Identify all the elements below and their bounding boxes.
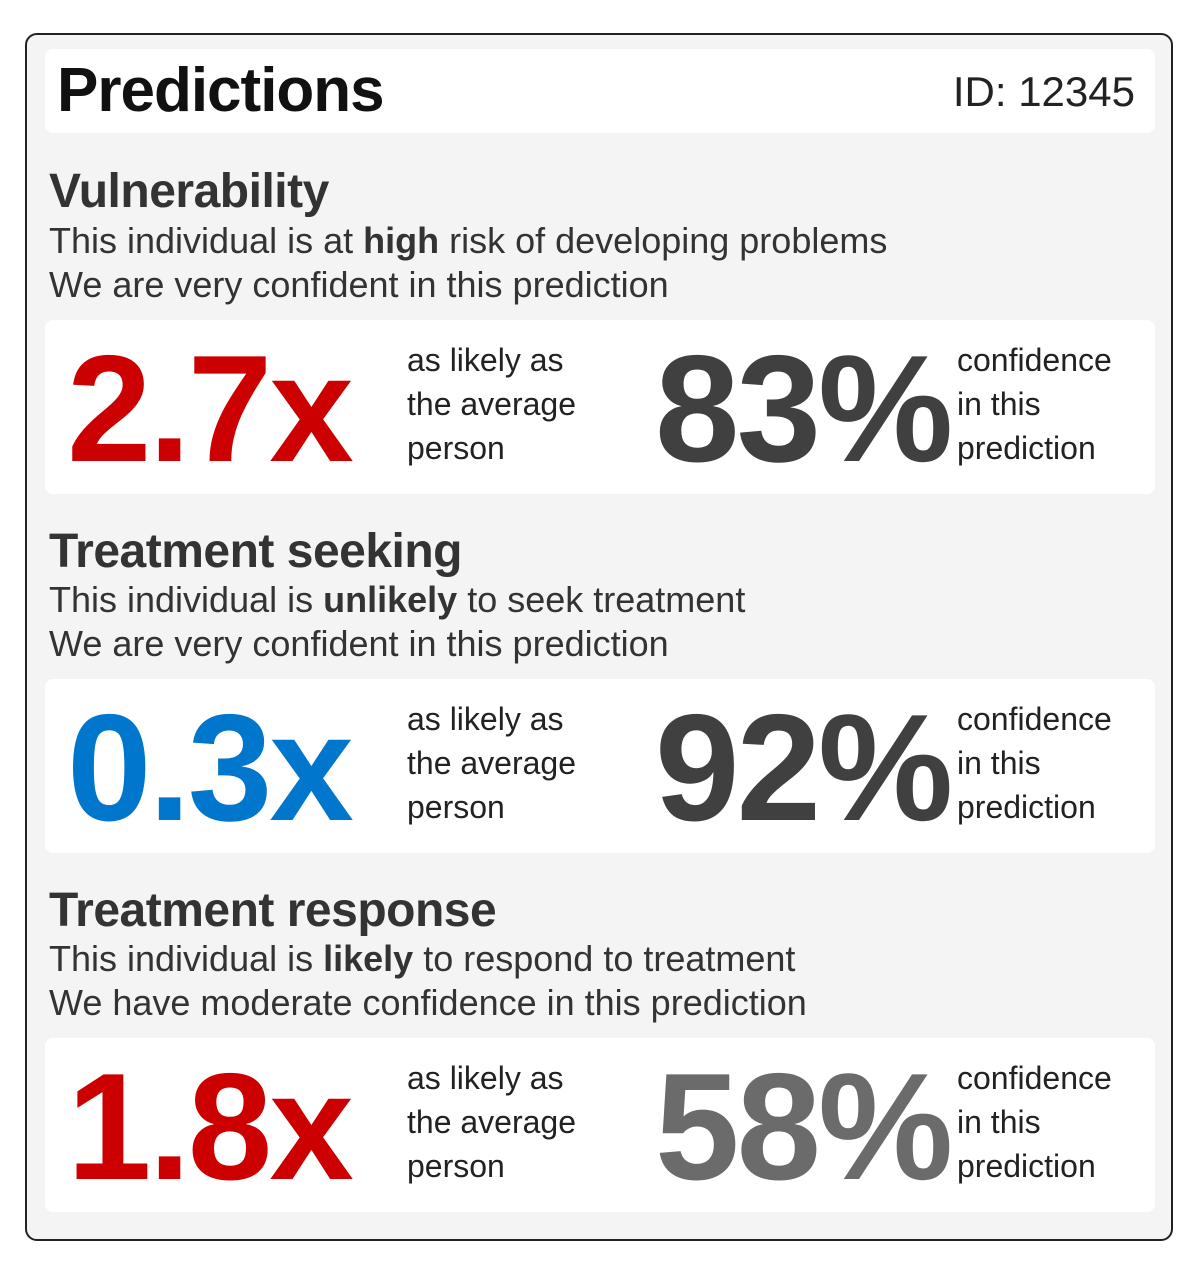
header: Predictions ID: 12345	[45, 49, 1155, 133]
caption-line: confidence	[957, 701, 1112, 737]
caption-line: as likely as	[407, 342, 564, 378]
description-emphasis: high	[363, 220, 440, 261]
description-text: This individual is	[49, 938, 324, 979]
confidence-caption: confidence in this prediction	[957, 338, 1147, 470]
description-emphasis: unlikely	[323, 579, 458, 620]
caption-line: as likely as	[407, 1060, 564, 1096]
predictions-card: Predictions ID: 12345 Vulnerability This…	[25, 33, 1173, 1241]
caption-line: person	[407, 789, 505, 825]
description-text: to respond to treatment	[413, 938, 796, 979]
likelihood-ratio: 0.3x	[67, 683, 354, 853]
metric-box-vulnerability: 2.7x as likely as the average person 83%…	[45, 320, 1155, 494]
confidence-statement-vulnerability: We are very confident in this prediction	[49, 264, 669, 305]
caption-line: the average	[407, 386, 577, 422]
caption-line: prediction	[957, 430, 1096, 466]
ratio-caption: as likely as the average person	[407, 1056, 627, 1188]
id-label: ID: 12345	[952, 68, 1135, 115]
caption-line: the average	[407, 1104, 577, 1140]
description-text: to seek treatment	[457, 579, 746, 620]
page-title: Predictions	[57, 56, 385, 125]
description-text: This individual is at	[49, 220, 364, 261]
confidence-value: 83%	[655, 324, 953, 494]
metric-box-treatment-seeking: 0.3x as likely as the average person 92%…	[45, 679, 1155, 853]
caption-line: prediction	[957, 789, 1096, 825]
caption-line: person	[407, 1148, 505, 1184]
caption-line: in this	[957, 1104, 1041, 1140]
confidence-caption: confidence in this prediction	[957, 1056, 1147, 1188]
caption-line: person	[407, 430, 505, 466]
confidence-statement-treatment-seeking: We are very confident in this prediction	[49, 623, 669, 664]
caption-line: in this	[957, 386, 1041, 422]
caption-line: confidence	[957, 1060, 1112, 1096]
confidence-value: 58%	[655, 1042, 953, 1212]
metric-box-treatment-response: 1.8x as likely as the average person 58%…	[45, 1038, 1155, 1212]
section-description-treatment-response: This individual is likely to respond to …	[49, 937, 795, 980]
likelihood-ratio: 1.8x	[67, 1042, 354, 1212]
caption-line: prediction	[957, 1148, 1096, 1184]
ratio-caption: as likely as the average person	[407, 338, 627, 470]
section-title-vulnerability: Vulnerability	[49, 165, 329, 218]
caption-line: in this	[957, 745, 1041, 781]
ratio-caption: as likely as the average person	[407, 697, 627, 829]
description-text: risk of developing problems	[439, 220, 888, 261]
caption-line: as likely as	[407, 701, 564, 737]
caption-line: confidence	[957, 342, 1112, 378]
section-title-treatment-response: Treatment response	[49, 884, 497, 937]
confidence-caption: confidence in this prediction	[957, 697, 1147, 829]
confidence-statement-treatment-response: We have moderate confidence in this pred…	[49, 982, 807, 1023]
description-emphasis: likely	[323, 938, 414, 979]
caption-line: the average	[407, 745, 577, 781]
section-description-vulnerability: This individual is at high risk of devel…	[49, 219, 887, 262]
likelihood-ratio: 2.7x	[67, 324, 354, 494]
section-description-treatment-seeking: This individual is unlikely to seek trea…	[49, 578, 745, 621]
description-text: This individual is	[49, 579, 324, 620]
confidence-value: 92%	[655, 683, 953, 853]
section-title-treatment-seeking: Treatment seeking	[49, 525, 463, 578]
